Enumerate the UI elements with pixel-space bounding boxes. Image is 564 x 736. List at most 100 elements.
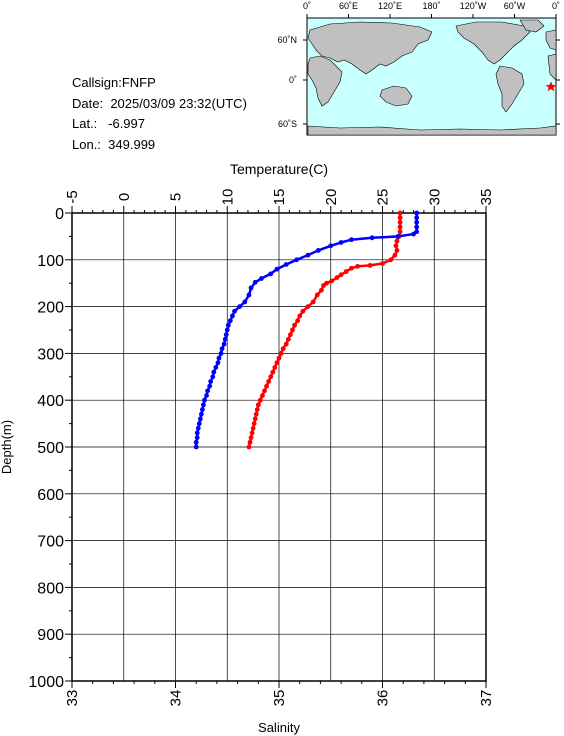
depth-tick-label: 0 <box>55 206 64 223</box>
temperature-point <box>251 421 257 426</box>
land-europe-west <box>545 29 557 51</box>
salinity-point <box>230 313 235 319</box>
temperature-point <box>334 275 340 280</box>
land-north-america <box>455 21 531 65</box>
salinity-axis-title: Salinity <box>258 720 300 735</box>
temperature-point <box>252 416 258 422</box>
temperature-point <box>394 238 400 244</box>
date-value: 2025/03/09 23:32(UTC) <box>110 95 247 111</box>
lat-row: Lat.: -6.997 <box>72 114 247 135</box>
temperature-point <box>367 263 373 268</box>
map-lat-label: 0˚ <box>289 75 297 85</box>
temperature-point <box>397 229 403 235</box>
temperature-point <box>380 261 385 266</box>
map-lon-label: 60˚E <box>339 1 358 11</box>
lon-row: Lon.: 349.999 <box>72 135 247 156</box>
salinity-tick-label: 37 <box>478 690 495 707</box>
temperature-point <box>287 332 293 338</box>
salinity-point <box>216 355 222 361</box>
temperature-point <box>283 341 289 347</box>
salinity-point <box>349 237 354 243</box>
temperature-point <box>266 379 272 384</box>
temperature-point <box>292 322 297 328</box>
temperature-point <box>397 219 403 225</box>
temperature-point <box>388 257 394 263</box>
salinity-point <box>232 308 237 314</box>
temperature-point <box>297 313 303 319</box>
salinity-point <box>369 235 375 241</box>
temperature-point <box>321 283 326 288</box>
salinity-point <box>395 234 401 239</box>
station-marker-icon <box>545 81 557 92</box>
temperature-point <box>319 287 324 293</box>
depth-tick-label: 700 <box>37 534 64 551</box>
salinity-point <box>338 240 344 245</box>
world-map: 0˚ 60˚E 120˚E 180˚ 120˚W 60˚W 0˚ 60˚N 0˚ 60˚S <box>277 1 560 136</box>
temperature-point <box>397 215 403 221</box>
salinity-point <box>268 271 274 277</box>
temperature-point <box>329 278 335 284</box>
lat-label: Lat.: <box>72 116 98 131</box>
salinity-point <box>193 444 199 450</box>
salinity-point <box>218 351 224 356</box>
land-greenland <box>519 19 545 33</box>
depth-tick-label: 400 <box>37 393 64 410</box>
map-lat-label: 60˚N <box>277 35 297 45</box>
salinity-point <box>223 332 229 338</box>
salinity-point <box>305 252 311 258</box>
temperature-point <box>249 430 255 436</box>
temperature-tick-label: 10 <box>219 189 236 206</box>
salinity-point <box>207 383 213 389</box>
temperature-point <box>305 304 311 309</box>
temperature-point <box>253 411 259 417</box>
temperature-point <box>310 299 316 305</box>
salinity-point <box>198 411 204 417</box>
salinity-point <box>224 327 230 333</box>
salinity-point <box>414 215 420 221</box>
land-eurasia <box>307 21 433 75</box>
salinity-tick-label: 34 <box>168 690 185 707</box>
temperature-point <box>285 336 291 342</box>
salinity-point <box>222 336 228 342</box>
temperature-point <box>274 360 280 366</box>
temperature-point <box>246 444 252 450</box>
temperature-point <box>272 365 278 370</box>
temperature-point <box>338 272 344 278</box>
depth-axis-title: Depth(m) <box>0 420 14 474</box>
salinity-point <box>202 397 207 403</box>
temperature-tick-label: 35 <box>478 189 495 206</box>
salinity-point <box>196 421 202 426</box>
salinity-point <box>197 416 203 422</box>
lat-value: -6.997 <box>108 116 146 131</box>
temperature-tick-label: -5 <box>64 190 81 203</box>
lon-value: 349.999 <box>108 136 156 152</box>
temperature-tick-label: 0 <box>116 193 133 201</box>
plot-frame <box>71 212 487 682</box>
depth-tick-label: 200 <box>37 300 64 317</box>
salinity-point <box>211 369 217 375</box>
callsign-label: Callsign:FNFP <box>72 75 156 90</box>
map-lon-label: 120˚W <box>460 1 487 11</box>
temperature-point <box>264 383 269 389</box>
salinity-point <box>219 346 225 352</box>
depth-tick-label: 300 <box>37 346 64 363</box>
salinity-point <box>294 257 299 263</box>
temperature-axis-title: Temperature(C) <box>230 161 328 177</box>
temperature-point <box>254 407 260 412</box>
temperature-point <box>397 210 403 216</box>
salinity-point <box>194 435 200 441</box>
lon-label: Lon.: <box>72 136 101 152</box>
salinity-point <box>204 393 209 398</box>
salinity-point <box>195 425 201 431</box>
temperature-point <box>290 327 295 333</box>
salinity-point <box>274 266 280 272</box>
temperature-point <box>349 265 354 271</box>
salinity-point <box>215 360 221 366</box>
map-lon-label: 0˚ <box>552 1 560 11</box>
map-tick-marks <box>303 14 560 125</box>
temperature-point <box>295 318 301 324</box>
temperature-point <box>392 252 398 258</box>
salinity-point <box>193 439 199 445</box>
